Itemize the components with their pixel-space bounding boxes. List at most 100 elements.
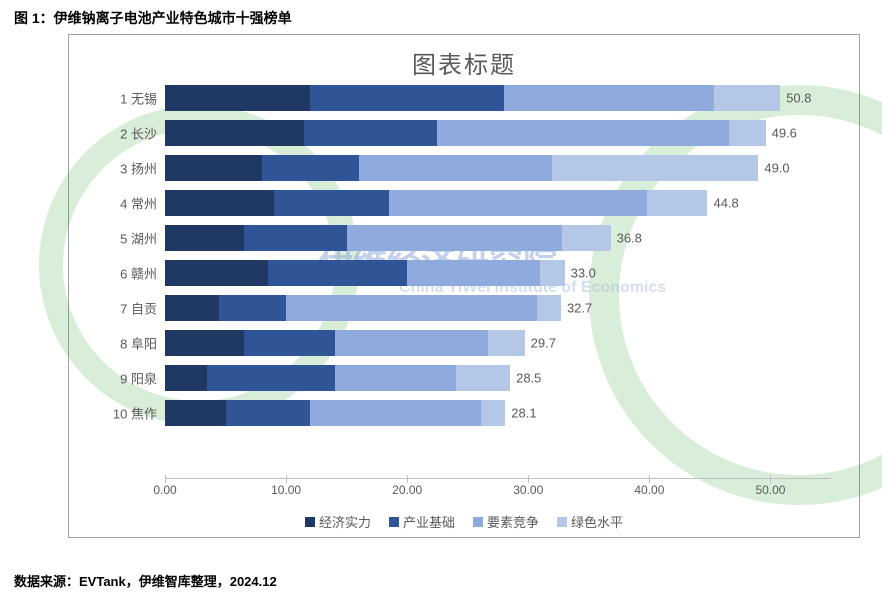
bar-segment xyxy=(207,365,334,391)
bar-segment xyxy=(165,120,304,146)
bar-segment xyxy=(165,295,219,321)
legend-label: 经济实力 xyxy=(319,512,371,531)
bar-segment xyxy=(165,365,207,391)
bar-segment xyxy=(274,190,389,216)
bar-segment xyxy=(562,225,610,251)
x-axis-tick xyxy=(286,475,287,483)
bar-total-label: 49.6 xyxy=(772,126,797,141)
x-axis-tick-label: 0.00 xyxy=(153,483,176,497)
x-axis-tick xyxy=(649,475,650,483)
legend-item: 产业基础 xyxy=(389,512,455,531)
y-axis-label: 7 自贡 xyxy=(120,299,157,318)
figure-caption: 图 1：伊维钠离子电池产业特色城市十强榜单 xyxy=(14,8,292,28)
legend-item: 经济实力 xyxy=(305,512,371,531)
data-source: 数据来源：EVTank，伊维智库整理，2024.12 xyxy=(14,571,277,590)
bar-row: 6 赣州33.0 xyxy=(165,260,831,286)
y-axis-label: 10 焦作 xyxy=(113,404,157,423)
legend-label: 要素竞争 xyxy=(487,512,539,531)
bar-segment xyxy=(456,365,510,391)
legend-item: 要素竞争 xyxy=(473,512,539,531)
bar-segment xyxy=(165,330,244,356)
bar-segment xyxy=(552,155,758,181)
bar-segment xyxy=(359,155,553,181)
bar-row: 8 阜阳29.7 xyxy=(165,330,831,356)
x-axis-tick xyxy=(770,475,771,483)
x-axis-tick-label: 50.00 xyxy=(755,483,785,497)
bar-segment xyxy=(310,85,504,111)
legend-swatch xyxy=(473,517,483,527)
bar-segment xyxy=(165,260,268,286)
chart-title: 图表标题 xyxy=(69,45,859,80)
legend: 经济实力 产业基础 要素竞争 绿色水平 xyxy=(69,512,859,531)
x-axis-tick-label: 20.00 xyxy=(392,483,422,497)
bar-segment xyxy=(268,260,407,286)
bar-segment xyxy=(537,295,561,321)
y-axis-label: 1 无锡 xyxy=(120,89,157,108)
y-axis-label: 5 湖州 xyxy=(120,229,157,248)
bar-row: 7 自贡32.7 xyxy=(165,295,831,321)
bar-row: 9 阳泉28.5 xyxy=(165,365,831,391)
bar-total-label: 32.7 xyxy=(567,301,592,316)
x-axis-tick xyxy=(407,475,408,483)
bar-segment xyxy=(262,155,359,181)
bar-segment xyxy=(226,400,311,426)
bar-segment xyxy=(165,190,274,216)
bar-row: 4 常州44.8 xyxy=(165,190,831,216)
bar-total-label: 49.0 xyxy=(764,161,789,176)
bar-segment xyxy=(714,85,781,111)
bar-segment xyxy=(481,400,505,426)
y-axis-label: 4 常州 xyxy=(120,194,157,213)
bar-row: 1 无锡50.8 xyxy=(165,85,831,111)
x-axis-tick-label: 40.00 xyxy=(634,483,664,497)
bar-segment xyxy=(504,85,713,111)
bar-total-label: 28.5 xyxy=(516,371,541,386)
bar-segment xyxy=(165,225,244,251)
bar-segment xyxy=(488,330,524,356)
x-axis-tick xyxy=(165,475,166,483)
bar-row: 5 湖州36.8 xyxy=(165,225,831,251)
bar-segment xyxy=(540,260,564,286)
bar-segment xyxy=(647,190,708,216)
legend-item: 绿色水平 xyxy=(557,512,623,531)
bar-total-label: 28.1 xyxy=(511,406,536,421)
bar-segment xyxy=(219,295,286,321)
x-axis-tick-label: 10.00 xyxy=(271,483,301,497)
bar-segment xyxy=(335,365,456,391)
x-axis-tick xyxy=(528,475,529,483)
bar-segment xyxy=(335,330,489,356)
y-axis-label: 2 长沙 xyxy=(120,124,157,143)
bar-segment xyxy=(165,155,262,181)
x-axis: 0.0010.0020.0030.0040.0050.00 xyxy=(165,478,831,479)
bar-total-label: 33.0 xyxy=(571,266,596,281)
legend-swatch xyxy=(305,517,315,527)
bar-row: 3 扬州49.0 xyxy=(165,155,831,181)
x-axis-tick-label: 30.00 xyxy=(513,483,543,497)
bar-segment xyxy=(165,85,310,111)
legend-label: 绿色水平 xyxy=(571,512,623,531)
bar-segment xyxy=(437,120,729,146)
bar-total-label: 50.8 xyxy=(786,91,811,106)
y-axis-label: 6 赣州 xyxy=(120,264,157,283)
bar-segment xyxy=(165,400,226,426)
y-axis-label: 3 扬州 xyxy=(120,159,157,178)
chart-frame: 伊维经济研究院 China YiWei Institute of Economi… xyxy=(68,34,860,538)
bar-segment xyxy=(729,120,765,146)
bar-total-label: 44.8 xyxy=(713,196,738,211)
bar-segment xyxy=(407,260,540,286)
plot-area: 1 无锡50.8 2 长沙49.6 3 扬州49.0 4 常州44.8 5 湖州36.8… xyxy=(165,85,831,479)
bar-segment xyxy=(347,225,563,251)
y-axis-label: 9 阳泉 xyxy=(120,369,157,388)
legend-label: 产业基础 xyxy=(403,512,455,531)
bar-segment xyxy=(310,400,481,426)
bar-row: 10 焦作28.1 xyxy=(165,400,831,426)
legend-swatch xyxy=(557,517,567,527)
bar-segment xyxy=(244,330,335,356)
bar-segment xyxy=(304,120,437,146)
bar-row: 2 长沙49.6 xyxy=(165,120,831,146)
y-axis-label: 8 阜阳 xyxy=(120,334,157,353)
bar-segment xyxy=(389,190,647,216)
bar-total-label: 36.8 xyxy=(617,231,642,246)
bar-segment xyxy=(286,295,537,321)
bar-total-label: 29.7 xyxy=(531,336,556,351)
legend-swatch xyxy=(389,517,399,527)
